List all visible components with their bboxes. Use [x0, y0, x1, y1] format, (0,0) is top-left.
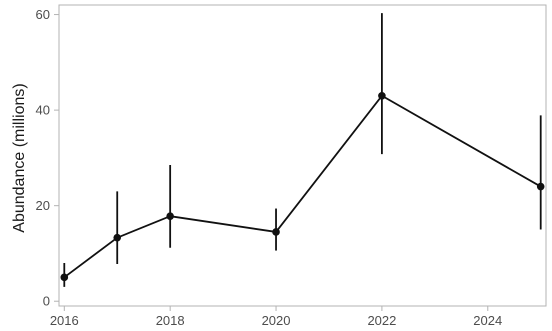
data-point	[378, 91, 386, 100]
panel-border	[58, 4, 547, 307]
x-tick-label: 2018	[156, 313, 185, 328]
data-point	[113, 233, 122, 242]
x-tick-label: 2022	[367, 313, 396, 328]
y-axis-title: Abundance (millions)	[11, 83, 28, 232]
series-line	[63, 94, 542, 279]
y-tick-label: 60	[36, 7, 50, 22]
data-point	[166, 212, 174, 220]
data-point	[272, 228, 280, 236]
y-axis: 0 20 40 60	[36, 7, 59, 309]
x-axis: 2016 2018 2020 2022 2024	[50, 306, 502, 328]
y-tick-label: 0	[43, 294, 50, 309]
x-tick-label: 2016	[50, 313, 79, 328]
y-tick-label: 20	[36, 198, 50, 213]
data-point	[60, 273, 69, 282]
data-series	[60, 13, 545, 287]
x-tick-label: 2020	[262, 313, 291, 328]
y-tick-label: 40	[36, 103, 50, 118]
data-point	[536, 182, 545, 191]
x-tick-label: 2024	[473, 313, 502, 328]
